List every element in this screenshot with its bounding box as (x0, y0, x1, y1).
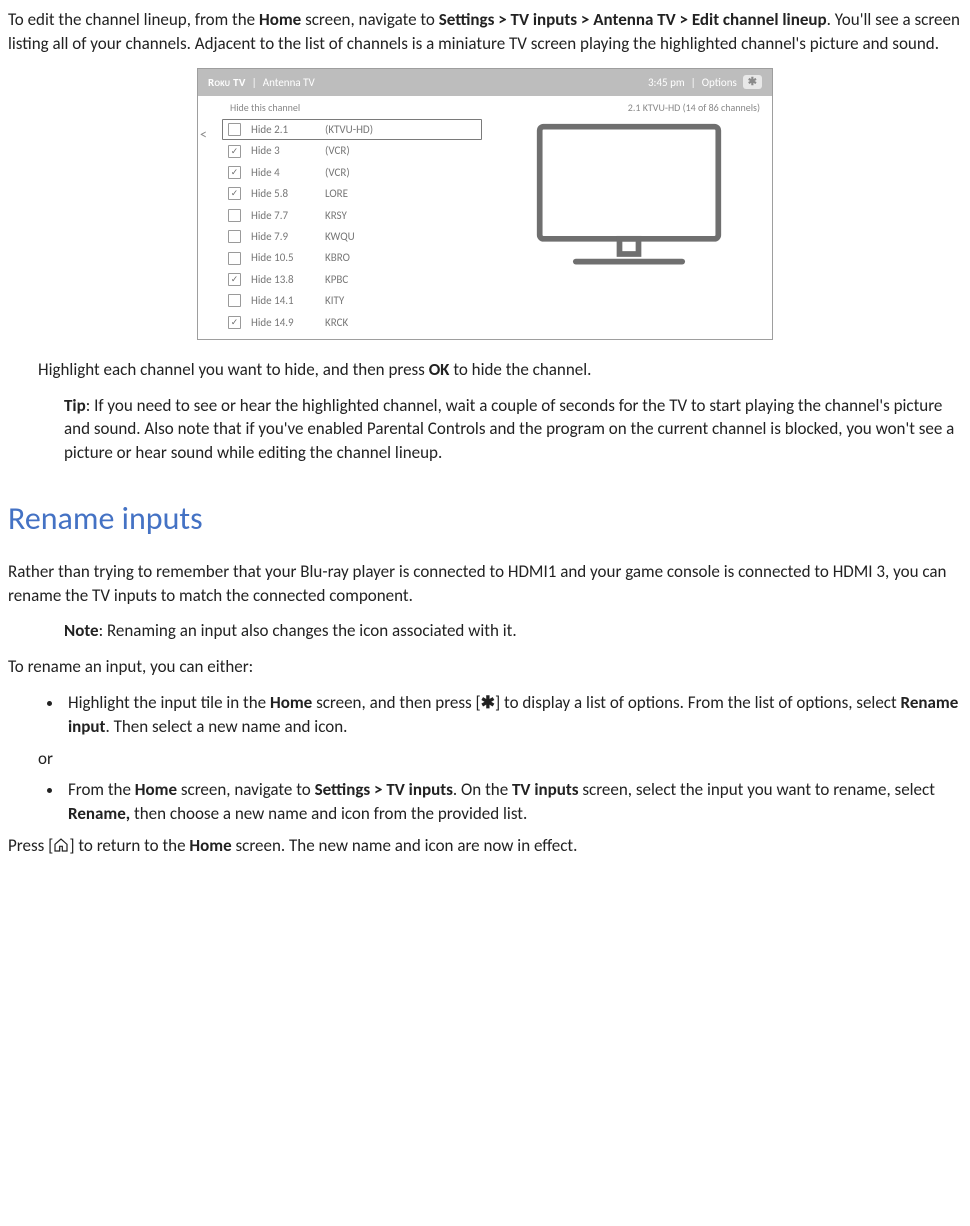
hide-checkbox[interactable] (228, 230, 241, 243)
intro-home: Home (259, 9, 301, 30)
hide-label: Hide 14.9 (251, 315, 315, 330)
mock-time: 3:45 pm (648, 75, 685, 90)
or-line: or (38, 747, 962, 771)
channel-name: (KTVU-HD) (325, 122, 476, 137)
note-body: : Renaming an input also changes the ico… (99, 620, 517, 641)
tip-paragraph: Tip: If you need to see or hear the high… (64, 394, 962, 465)
mock-sep2: | (691, 75, 696, 90)
hide-checkbox[interactable] (228, 252, 241, 265)
intro-pre: To edit the channel lineup, from the (8, 9, 259, 30)
hide-checkbox[interactable]: ✓ (228, 273, 241, 286)
note-label: Note (64, 620, 99, 641)
closing-line: Press [] to return to the Home screen. T… (8, 834, 962, 860)
channel-row[interactable]: Hide 2.1 (KTVU-HD) (222, 119, 482, 140)
channel-row[interactable]: Hide 14.1 KITY (222, 290, 482, 311)
rename-bullets-2: From the Home screen, navigate to Settin… (64, 778, 962, 826)
mock-options: Options (702, 75, 737, 90)
intro-mid1: screen, navigate to (301, 9, 439, 30)
channel-name: KRCK (325, 315, 476, 330)
hl-ok: OK (429, 359, 450, 380)
hide-checkbox[interactable]: ✓ (228, 316, 241, 329)
hide-label: Hide 13.8 (251, 272, 315, 287)
hide-checkbox[interactable]: ✓ (228, 166, 241, 179)
hide-label: Hide 5.8 (251, 186, 315, 201)
back-caret-icon: < (200, 125, 207, 145)
hl-post: to hide the channel. (449, 359, 591, 380)
channel-row[interactable]: Hide 7.9 KWQU (222, 226, 482, 247)
channel-name: LORE (325, 186, 476, 201)
hide-checkbox[interactable] (228, 123, 241, 136)
rename-p2: To rename an input, you can either: (8, 655, 962, 679)
channel-name: KRSY (325, 208, 476, 223)
channel-list: Hide 2.1 (KTVU-HD) ✓ Hide 3 (VCR) ✓ Hide 4 (VCR… (222, 119, 482, 333)
hide-checkbox[interactable] (228, 209, 241, 222)
channel-name: (VCR) (325, 165, 476, 180)
mock-subheader: Hide this channel 2.1 KTVU-HD (14 of 86 … (198, 96, 772, 119)
tip-body: : If you need to see or hear the highlig… (64, 395, 954, 464)
hide-label: Hide 3 (251, 143, 315, 158)
intro-path: Settings > TV inputs > Antenna TV > Edit… (439, 9, 827, 30)
mock-sep1: | (252, 75, 257, 90)
channel-row[interactable]: ✓ Hide 13.8 KPBC (222, 269, 482, 290)
highlight-line: Highlight each channel you want to hide,… (38, 358, 962, 382)
channel-row[interactable]: ✓ Hide 3 (VCR) (222, 140, 482, 161)
hide-label: Hide 2.1 (251, 122, 315, 137)
sub-left: Hide this channel (230, 101, 300, 115)
home-icon (53, 836, 69, 860)
channel-name: KITY (325, 293, 476, 308)
channel-row[interactable]: ✓ Hide 14.9 KRCK (222, 312, 482, 333)
asterisk-icon: ✱ (481, 692, 495, 713)
bullet-1: Highlight the input tile in the Home scr… (64, 691, 962, 739)
hl-pre: Highlight each channel you want to hide,… (38, 359, 429, 380)
rename-bullets: Highlight the input tile in the Home scr… (64, 691, 962, 739)
hide-label: Hide 4 (251, 165, 315, 180)
hide-checkbox[interactable]: ✓ (228, 187, 241, 200)
screenshot-mock: Roku TV | Antenna TV 3:45 pm | Options ✱… (197, 68, 773, 340)
channel-row[interactable]: ✓ Hide 4 (VCR) (222, 162, 482, 183)
hide-checkbox[interactable] (228, 294, 241, 307)
hide-label: Hide 14.1 (251, 293, 315, 308)
rename-heading: Rename inputs (8, 497, 962, 542)
hide-label: Hide 7.9 (251, 229, 315, 244)
hide-label: Hide 7.7 (251, 208, 315, 223)
channel-row[interactable]: Hide 10.5 KBRO (222, 247, 482, 268)
mock-header: Roku TV | Antenna TV 3:45 pm | Options ✱ (198, 69, 772, 96)
channel-name: (VCR) (325, 143, 476, 158)
channel-row[interactable]: Hide 7.7 KRSY (222, 205, 482, 226)
bullet-2: From the Home screen, navigate to Settin… (64, 778, 962, 826)
channel-name: KBRO (325, 250, 476, 265)
hide-label: Hide 10.5 (251, 250, 315, 265)
intro-paragraph: To edit the channel lineup, from the Hom… (8, 8, 962, 56)
tv-preview-icon (498, 119, 760, 333)
sub-right: 2.1 KTVU-HD (14 of 86 channels) (628, 101, 760, 115)
channel-row[interactable]: ✓ Hide 5.8 LORE (222, 183, 482, 204)
channel-name: KWQU (325, 229, 476, 244)
channel-name: KPBC (325, 272, 476, 287)
rename-note: Note: Renaming an input also changes the… (64, 619, 962, 643)
mock-logo: Roku TV (208, 75, 246, 90)
mock-breadcrumb: Antenna TV (263, 75, 315, 90)
tip-label: Tip (64, 395, 86, 416)
hide-checkbox[interactable]: ✓ (228, 145, 241, 158)
star-icon: ✱ (743, 75, 762, 89)
rename-p1: Rather than trying to remember that your… (8, 560, 962, 608)
